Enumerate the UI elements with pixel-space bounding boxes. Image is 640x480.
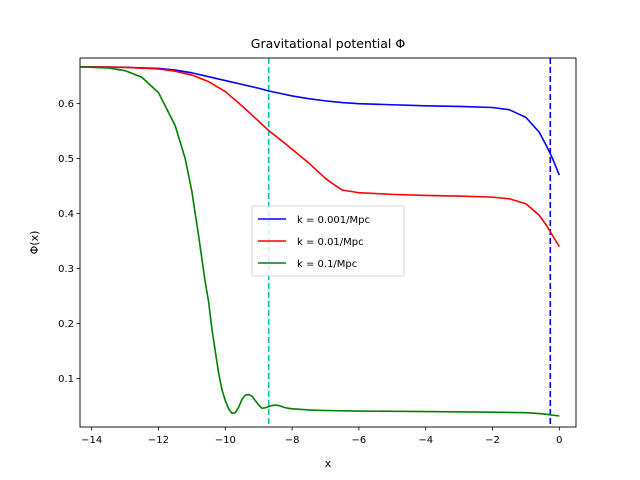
x-tick-label: −14	[81, 435, 102, 446]
y-tick-label: 0.1	[58, 374, 74, 385]
x-tick-label: −6	[352, 435, 367, 446]
axes-frame	[79, 57, 577, 428]
y-tick-label: 0.6	[58, 99, 74, 110]
x-tick-label: 0	[556, 435, 562, 446]
legend-label-3: k = 0.1/Mpc	[297, 259, 357, 270]
plot-area	[80, 58, 561, 427]
x-tick-label: −4	[418, 435, 433, 446]
series-line-1	[80, 66, 561, 176]
axis-ticks: −14 −12 −10 −8 −6 −4 −2 0 0.1 0.2 0.3 0.4 0.5 0.6	[58, 99, 562, 446]
x-tick-label: −8	[285, 435, 300, 446]
y-tick-label: 0.2	[58, 319, 74, 330]
x-tick-label: −10	[215, 435, 236, 446]
y-tick-label: 0.3	[58, 264, 74, 275]
plot-lines	[80, 58, 561, 427]
legend-label-2: k = 0.01/Mpc	[297, 237, 364, 248]
x-tick-label: −2	[485, 435, 500, 446]
x-tick-label: −12	[148, 435, 169, 446]
x-axis-label: x	[325, 457, 332, 470]
y-tick-label: 0.5	[58, 154, 74, 165]
legend-label-1: k = 0.001/Mpc	[297, 215, 370, 226]
legend: k = 0.001/Mpc k = 0.01/Mpc k = 0.1/Mpc	[251, 205, 405, 277]
y-tick-label: 0.4	[58, 209, 74, 220]
y-axis-label: Φ(x)	[28, 231, 41, 255]
series-line-2	[80, 66, 560, 248]
chart-title: Gravitational potential Φ	[251, 36, 406, 51]
legend-box	[251, 205, 405, 277]
series-line-3	[80, 66, 560, 417]
